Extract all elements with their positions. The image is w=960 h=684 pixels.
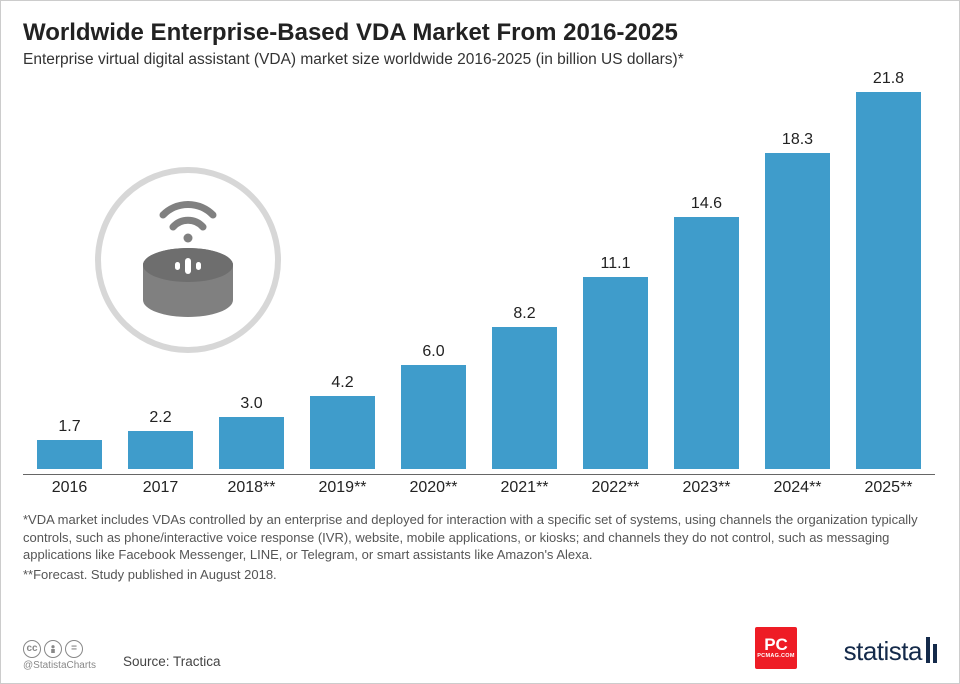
bar	[674, 217, 739, 469]
source: Source: Tractica	[123, 654, 221, 669]
x-axis-label: 2019**	[302, 479, 383, 497]
statista-bar-2	[933, 644, 937, 663]
bar-wrap: 2.2	[120, 409, 201, 469]
page-title: Worldwide Enterprise-Based VDA Market Fr…	[23, 19, 937, 47]
footer: cc = @StatistaCharts Source: Tractica PC…	[23, 631, 937, 671]
x-axis-label: 2018**	[211, 479, 292, 497]
x-axis: 2016 2017 2018** 2019** 2020** 2021** 2022** 20…	[23, 474, 935, 497]
bar	[219, 417, 284, 469]
pc-mag-badge: PC PCMAG.COM	[755, 627, 797, 669]
bar	[492, 327, 557, 469]
cc-by-icon	[44, 640, 62, 658]
statista-logo: statista	[844, 636, 937, 667]
bar-value-label: 14.6	[691, 195, 722, 213]
source-value: Tractica	[173, 654, 221, 669]
bar-wrap: 18.3	[757, 131, 838, 469]
bar-value-label: 18.3	[782, 131, 813, 149]
x-axis-label: 2025**	[848, 479, 929, 497]
bar-value-label: 4.2	[331, 374, 353, 392]
statista-bar-1	[926, 637, 930, 663]
bar-wrap: 3.0	[211, 395, 292, 469]
bar-wrap: 21.8	[848, 70, 929, 469]
bar	[128, 431, 193, 469]
x-axis-label: 2017	[120, 479, 201, 497]
bar-wrap: 1.7	[29, 418, 110, 469]
source-label: Source:	[123, 654, 170, 669]
bar	[856, 92, 921, 469]
footnote-2: **Forecast. Study published in August 20…	[23, 566, 937, 584]
bar-wrap: 4.2	[302, 374, 383, 469]
footnote-1: *VDA market includes VDAs controlled by …	[23, 511, 937, 564]
footnotes: *VDA market includes VDAs controlled by …	[23, 511, 937, 583]
bar-value-label: 11.1	[601, 255, 631, 273]
x-axis-label: 2016	[29, 479, 110, 497]
bar-value-label: 1.7	[58, 418, 80, 436]
x-axis-label: 2021**	[484, 479, 565, 497]
bar-wrap: 6.0	[393, 343, 474, 469]
bar	[765, 153, 830, 469]
bar	[310, 396, 375, 469]
bar-value-label: 3.0	[240, 395, 262, 413]
cc-handle: @StatistaCharts	[23, 660, 96, 671]
infographic-page: Worldwide Enterprise-Based VDA Market Fr…	[0, 0, 960, 684]
cc-nd-icon: =	[65, 640, 83, 658]
x-axis-label: 2020**	[393, 479, 474, 497]
bar-chart: 1.72.23.04.26.08.211.114.618.321.8 20162…	[23, 77, 935, 497]
bar-wrap: 11.1	[575, 255, 656, 469]
pc-label: PC	[764, 636, 788, 653]
bar-value-label: 6.0	[422, 343, 444, 361]
bars-container: 1.72.23.04.26.08.211.114.618.321.8	[23, 89, 935, 469]
x-axis-label: 2022**	[575, 479, 656, 497]
x-axis-label: 2023**	[666, 479, 747, 497]
page-subtitle: Enterprise virtual digital assistant (VD…	[23, 51, 937, 69]
bar-wrap: 14.6	[666, 195, 747, 469]
bar	[37, 440, 102, 469]
pc-sub: PCMAG.COM	[757, 654, 795, 660]
bar	[401, 365, 466, 469]
bar-value-label: 21.8	[873, 70, 904, 88]
cc-license: cc = @StatistaCharts	[23, 640, 96, 671]
bar-value-label: 2.2	[149, 409, 171, 427]
x-axis-label: 2024**	[757, 479, 838, 497]
bar-value-label: 8.2	[513, 305, 535, 323]
bar	[583, 277, 648, 469]
bar-wrap: 8.2	[484, 305, 565, 469]
statista-text: statista	[844, 636, 922, 666]
cc-icon: cc	[23, 640, 41, 658]
